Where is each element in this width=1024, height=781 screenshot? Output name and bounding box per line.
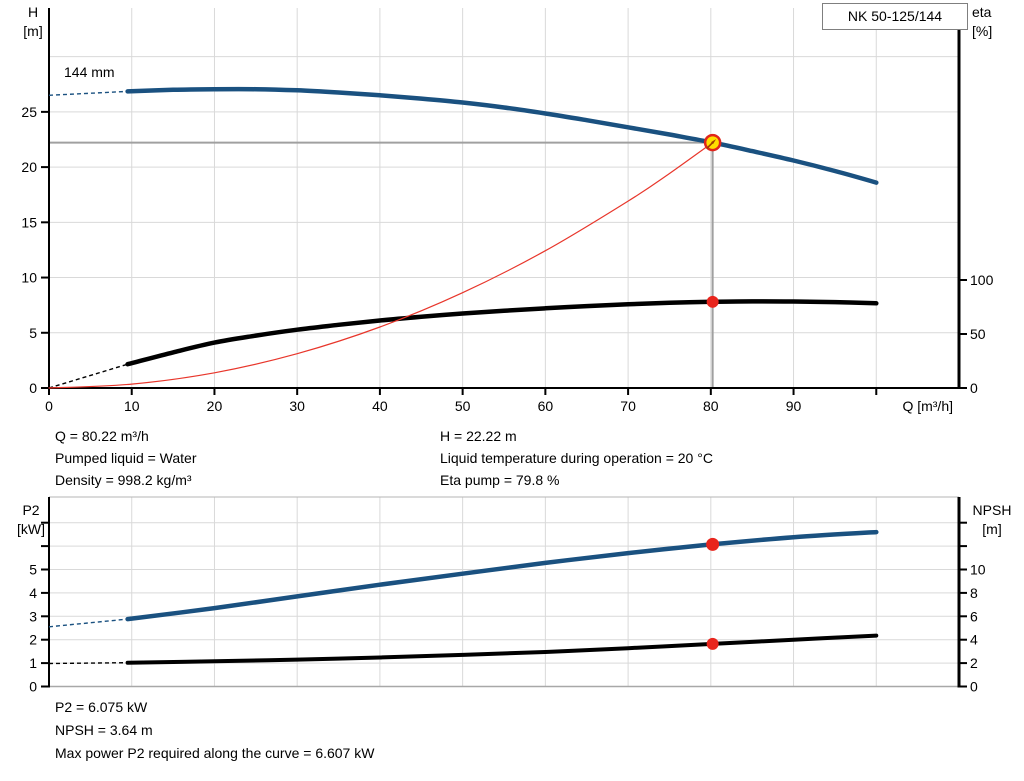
p2-axis-title: P2 [kW] <box>17 502 45 537</box>
eta-axis-title: eta [%] <box>972 4 993 39</box>
right-tick-label: 2 <box>970 655 978 671</box>
left-tick-label: 5 <box>29 562 37 578</box>
duty-arrow <box>706 142 714 150</box>
left-tick-label: 0 <box>29 679 37 695</box>
eta-duty-dot[interactable] <box>706 295 719 308</box>
p2-duty-dot[interactable] <box>706 537 720 551</box>
x-tick-label: 70 <box>620 398 636 414</box>
left-tick-label: 0 <box>29 380 37 396</box>
x-tick-label: 90 <box>786 398 802 414</box>
eta-curve <box>125 299 879 367</box>
pump-model-badge: NK 50-125/144 <box>822 3 968 30</box>
left-tick-label: 3 <box>29 608 37 624</box>
npsh-curve <box>125 633 879 665</box>
x-tick-label: 10 <box>124 398 140 414</box>
duty-arrow-head <box>711 139 717 145</box>
curve-size-label: 144 mm <box>64 64 115 80</box>
right-tick-label: 0 <box>970 380 978 396</box>
x-tick-label: 60 <box>538 398 554 414</box>
readout-q: Q = 80.22 m³/h <box>55 428 149 444</box>
left-tick-label: 15 <box>21 214 37 230</box>
p2-curve-dashed <box>48 618 128 628</box>
left-tick-label: 10 <box>21 270 37 286</box>
right-tick-label: 100 <box>970 272 994 288</box>
right-tick-label: 8 <box>970 585 978 601</box>
p2-npsh-chart: 0 1 2 3 4 5 0 2 4 6 8 10 <box>29 496 986 695</box>
readout-liquid-temp: Liquid temperature during operation = 20… <box>440 450 713 466</box>
npsh-curve-dashed <box>48 662 128 665</box>
readout-eta-pump: Eta pump = 79.8 % <box>440 472 560 488</box>
gridlines <box>49 497 959 687</box>
left-tick-label: 1 <box>29 655 37 671</box>
x-tick-label: 50 <box>455 398 471 414</box>
head-curve-144mm-dashed <box>48 90 128 96</box>
right-tick-label: 10 <box>970 562 986 578</box>
right-tick-label: 4 <box>970 632 978 648</box>
x-tick-label: 40 <box>372 398 388 414</box>
readout-h: H = 22.22 m <box>440 428 517 444</box>
right-tick-label: 50 <box>970 326 986 342</box>
eta-curve-dashed <box>48 363 128 389</box>
gridlines <box>49 8 959 388</box>
npsh-duty-dot[interactable] <box>706 637 719 650</box>
left-tick-label: 5 <box>29 325 37 341</box>
x-tick-label: 0 <box>45 398 53 414</box>
h-axis-title: H [m] <box>23 4 43 39</box>
right-tick-label: 6 <box>970 608 978 624</box>
readout-pumped-liquid: Pumped liquid = Water <box>55 450 197 466</box>
x-tick-label: 20 <box>207 398 223 414</box>
npsh-axis-title: NPSH [m] <box>972 502 1012 537</box>
readout-p2: P2 = 6.075 kW <box>55 699 148 715</box>
readout-max-power: Max power P2 required along the curve = … <box>55 745 375 761</box>
p2-curve <box>125 529 879 622</box>
h-q-chart: 0 5 10 15 20 25 0 50 100 0 10 20 30 40 50 60 70 80 90 <box>21 8 994 414</box>
system-curve <box>48 142 714 389</box>
readout-density: Density = 998.2 kg/m³ <box>55 472 192 488</box>
x-tick-label: 80 <box>703 398 719 414</box>
right-tick-label: 0 <box>970 679 978 695</box>
left-tick-label: 25 <box>21 104 37 120</box>
left-tick-label: 4 <box>29 585 37 601</box>
readout-npsh: NPSH = 3.64 m <box>55 722 153 738</box>
x-tick-label: 30 <box>289 398 305 414</box>
head-curve-144mm <box>125 86 879 185</box>
left-tick-label: 20 <box>21 159 37 175</box>
left-tick-label: 2 <box>29 632 37 648</box>
q-axis-title: Q [m³/h] <box>902 398 953 414</box>
